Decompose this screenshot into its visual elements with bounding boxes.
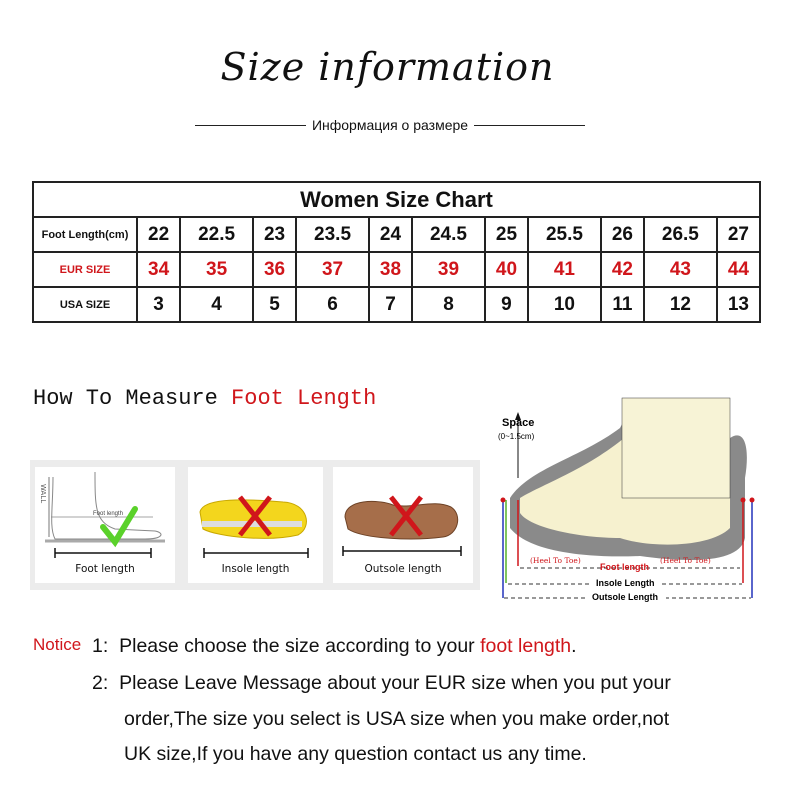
page-title: Size information <box>220 45 555 89</box>
measure-heading: How To Measure Foot Length <box>33 386 376 411</box>
size-cell: 7 <box>367 286 414 323</box>
card-label: Insole length <box>221 563 290 575</box>
check-icon <box>100 506 138 548</box>
space-range: (0~1.5cm) <box>498 432 535 441</box>
heel-to-toe-left: (Heel To Toe) <box>530 556 581 565</box>
size-cell: 40 <box>483 251 530 288</box>
size-cell: 23 <box>251 216 298 253</box>
size-cell: 26 <box>599 216 646 253</box>
heading-highlight: Foot Length <box>231 386 377 411</box>
outsole-length-label: Outsole Length <box>592 592 658 602</box>
size-cell: 37 <box>295 251 370 288</box>
size-cell: 24 <box>367 216 414 253</box>
outsole-illustration <box>342 495 462 556</box>
size-cell: 43 <box>643 251 718 288</box>
table-row-usa-size: USA SIZE 3 4 5 6 7 8 9 10 11 12 13 <box>32 286 762 323</box>
size-cell: 6 <box>295 286 370 323</box>
space-label: Space <box>502 417 534 429</box>
size-chart-table: Women Size Chart Foot Length(cm) 22 22.5 23… <box>32 181 762 323</box>
size-cell: 23.5 <box>295 216 370 253</box>
notice-label: Notice <box>33 633 81 656</box>
page-subtitle: Информация о размере <box>195 117 586 133</box>
size-cell: 10 <box>527 286 602 323</box>
heel-to-toe-right: (Heel To Toe) <box>660 556 711 565</box>
card-foot-length: WALL Foot length Foot length <box>35 467 175 583</box>
size-cell: 41 <box>527 251 602 288</box>
notice-item-1: 1: Please choose the size according to y… <box>92 635 577 658</box>
size-cell: 25 <box>483 216 530 253</box>
notice-item-2-line-3: UK size,If you have any question contact… <box>124 743 587 765</box>
notice-item-2: 2: Please Leave Message about your EUR s… <box>92 672 671 695</box>
measure-methods-panel: WALL Foot length Foot length Ins <box>30 460 480 590</box>
size-cell: 26.5 <box>643 216 718 253</box>
size-cell: 39 <box>411 251 486 288</box>
item-text: Please Leave Message about your EUR size… <box>119 672 671 694</box>
item-punct: . <box>571 635 577 657</box>
size-cell: 8 <box>411 286 486 323</box>
size-cell: 34 <box>135 251 182 288</box>
card-label: Outsole length <box>364 563 442 575</box>
inner-label: Foot length <box>93 511 123 517</box>
size-cell: 35 <box>179 251 254 288</box>
notice-item-2-line-2: order,The size you select is USA size wh… <box>124 708 670 730</box>
card-outsole-length: Outsole length <box>333 467 473 583</box>
card-label: Foot length <box>75 563 135 575</box>
size-cell: 4 <box>179 286 254 323</box>
shoe-measure-diagram: Space (0~1.5cm) (Heel To Toe) (Heel To T… <box>498 397 755 602</box>
size-cell: 22.5 <box>179 216 254 253</box>
notice-word: Notice <box>33 635 82 654</box>
row-label: EUR SIZE <box>32 251 138 288</box>
size-cell: 42 <box>599 251 646 288</box>
wall-label: WALL <box>39 484 47 503</box>
item-number: 2: <box>92 672 109 694</box>
divider <box>195 124 306 126</box>
item-highlight: foot length <box>480 635 572 657</box>
divider <box>474 124 586 126</box>
size-cell: 3 <box>135 286 182 323</box>
insole-illustration <box>199 495 309 558</box>
size-cell: 36 <box>251 251 298 288</box>
card-insole-length: Insole length <box>188 467 323 583</box>
insole-length-label: Insole Length <box>596 578 655 588</box>
size-cell: 38 <box>367 251 414 288</box>
heading-prefix: How To Measure <box>33 386 232 411</box>
size-cell: 22 <box>135 216 182 253</box>
size-cell: 27 <box>715 216 762 253</box>
size-cell: 12 <box>643 286 718 323</box>
cross-icon <box>238 495 272 537</box>
size-chart-caption: Women Size Chart <box>32 181 761 218</box>
row-label: Foot Length(cm) <box>32 216 138 253</box>
subtitle-text: Информация о размере <box>311 117 469 133</box>
size-cell: 44 <box>715 251 762 288</box>
foot-length-label: Foot length <box>600 562 649 572</box>
size-cell: 11 <box>599 286 646 323</box>
size-cell: 13 <box>715 286 762 323</box>
table-row-foot-length: Foot Length(cm) 22 22.5 23 23.5 24 24.5 25 25.5 2… <box>32 216 762 253</box>
item-text: Please choose the size according to your <box>119 635 481 657</box>
row-label: USA SIZE <box>32 286 138 323</box>
size-cell: 24.5 <box>411 216 486 253</box>
size-cell: 9 <box>483 286 530 323</box>
cross-icon <box>389 495 423 537</box>
table-row-eur-size: EUR SIZE 34 35 36 37 38 39 40 41 42 43 44 <box>32 251 762 288</box>
size-cell: 25.5 <box>527 216 602 253</box>
foot-wall-illustration: WALL Foot length <box>39 471 165 558</box>
item-number: 1: <box>92 635 109 657</box>
size-cell: 5 <box>251 286 298 323</box>
